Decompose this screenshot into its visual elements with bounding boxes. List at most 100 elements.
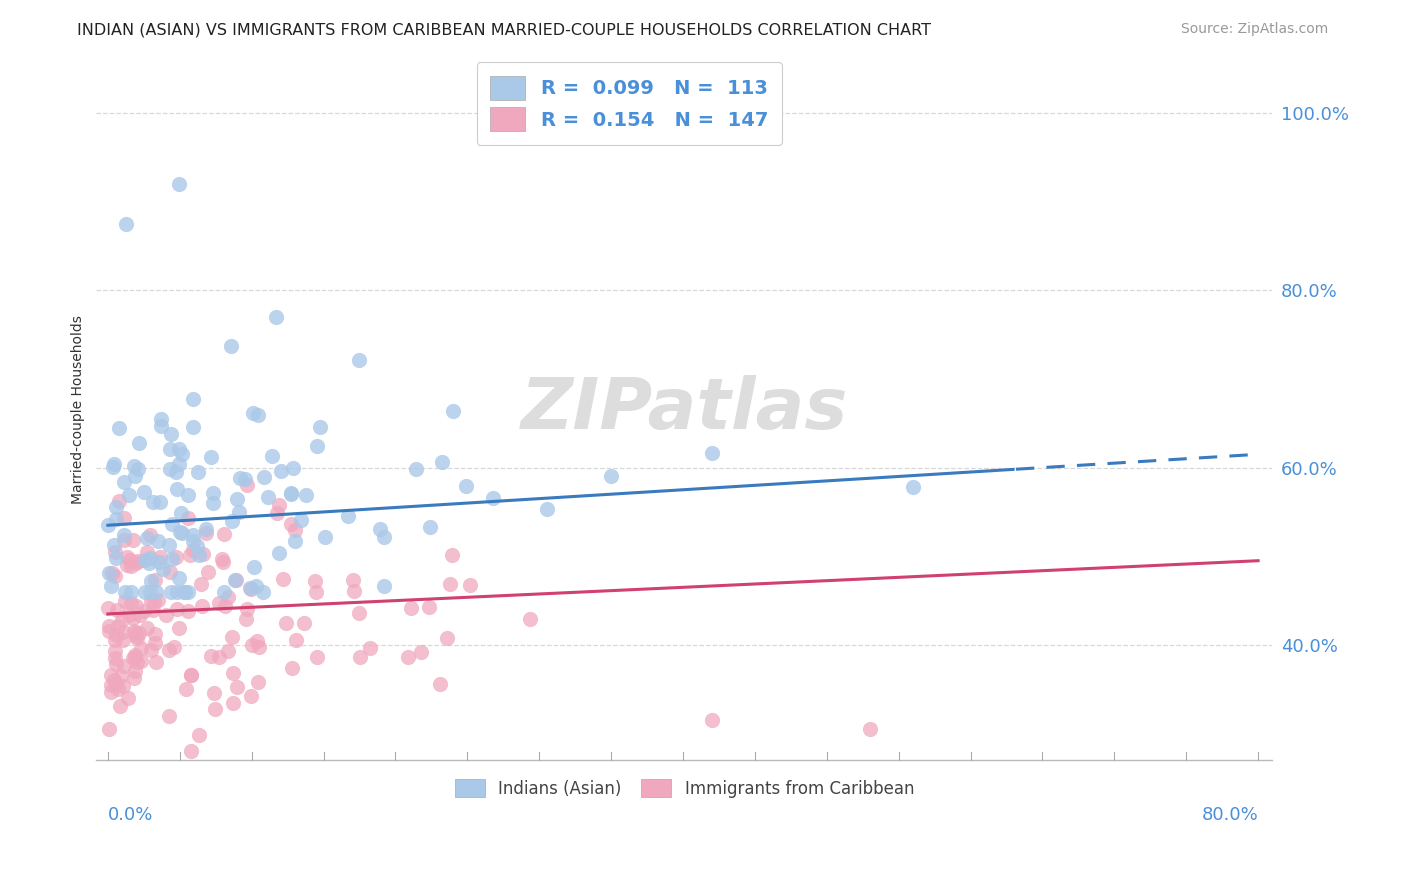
Point (122, 651, 145, 665)
Point (111, 679, 134, 693)
Point (97, 566, 120, 580)
Point (267, 498, 290, 512)
Point (112, 533, 135, 547)
Point (118, 607, 141, 622)
Point (104, 633, 127, 648)
Point (262, 449, 284, 463)
Point (129, 654, 152, 668)
Point (336, 509, 359, 524)
Point (142, 495, 165, 509)
Point (138, 528, 160, 542)
Point (190, 577, 212, 591)
Point (440, 548, 463, 562)
Point (132, 604, 155, 618)
Point (240, 689, 263, 703)
Point (252, 470, 274, 484)
Point (124, 649, 146, 664)
Point (600, 469, 623, 483)
Point (112, 511, 135, 525)
Point (124, 626, 146, 640)
Point (167, 442, 190, 456)
Point (149, 550, 172, 565)
Point (112, 475, 135, 489)
Point (243, 560, 266, 574)
Point (284, 534, 307, 549)
Point (186, 465, 208, 479)
Point (194, 525, 217, 540)
Point (97, 619, 120, 633)
Point (441, 404, 464, 418)
Point (103, 457, 125, 471)
Point (458, 578, 481, 592)
Point (349, 650, 371, 665)
Point (247, 640, 270, 654)
Point (163, 640, 186, 654)
Point (111, 613, 134, 627)
Point (343, 584, 366, 599)
Point (174, 584, 197, 599)
Point (342, 573, 364, 587)
Point (229, 471, 252, 485)
Point (181, 419, 204, 434)
Point (239, 581, 262, 595)
Point (266, 506, 288, 520)
Point (226, 492, 249, 507)
Point (436, 631, 458, 645)
Point (117, 550, 139, 565)
Point (97, 518, 120, 533)
Point (359, 640, 381, 655)
Point (105, 603, 128, 617)
Point (217, 591, 239, 605)
Point (411, 645, 433, 659)
Point (172, 526, 194, 541)
Point (283, 460, 305, 475)
Point (245, 579, 267, 593)
Point (125, 630, 148, 644)
Point (482, 491, 505, 505)
Point (222, 666, 245, 681)
Point (159, 426, 181, 441)
Point (136, 545, 159, 559)
Point (103, 538, 125, 552)
Point (214, 599, 236, 613)
Point (208, 596, 231, 610)
Point (105, 676, 128, 690)
Point (214, 527, 236, 541)
Point (280, 485, 302, 500)
Point (108, 699, 131, 714)
Point (228, 505, 250, 519)
Point (233, 472, 256, 486)
Point (121, 533, 143, 548)
Point (399, 601, 422, 615)
Y-axis label: Married-couple Households: Married-couple Households (72, 316, 86, 504)
Point (105, 627, 128, 641)
Point (152, 562, 174, 576)
Point (429, 677, 451, 691)
Point (169, 458, 191, 472)
Point (264, 310, 287, 324)
Point (127, 632, 149, 646)
Point (166, 601, 188, 615)
Point (111, 624, 134, 639)
Point (221, 630, 243, 644)
Point (187, 728, 209, 742)
Point (859, 723, 882, 737)
Point (139, 584, 162, 599)
Point (128, 625, 150, 640)
Point (454, 479, 477, 493)
Point (122, 671, 145, 685)
Point (124, 648, 146, 662)
Point (159, 442, 181, 457)
Point (114, 584, 136, 599)
Point (120, 558, 142, 573)
Point (252, 584, 274, 599)
Point (211, 555, 233, 569)
Point (284, 632, 307, 647)
Point (112, 658, 135, 673)
Point (173, 584, 195, 599)
Point (188, 549, 211, 563)
Text: 0.0%: 0.0% (108, 806, 153, 824)
Point (148, 593, 170, 607)
Point (118, 487, 141, 501)
Point (292, 616, 315, 631)
